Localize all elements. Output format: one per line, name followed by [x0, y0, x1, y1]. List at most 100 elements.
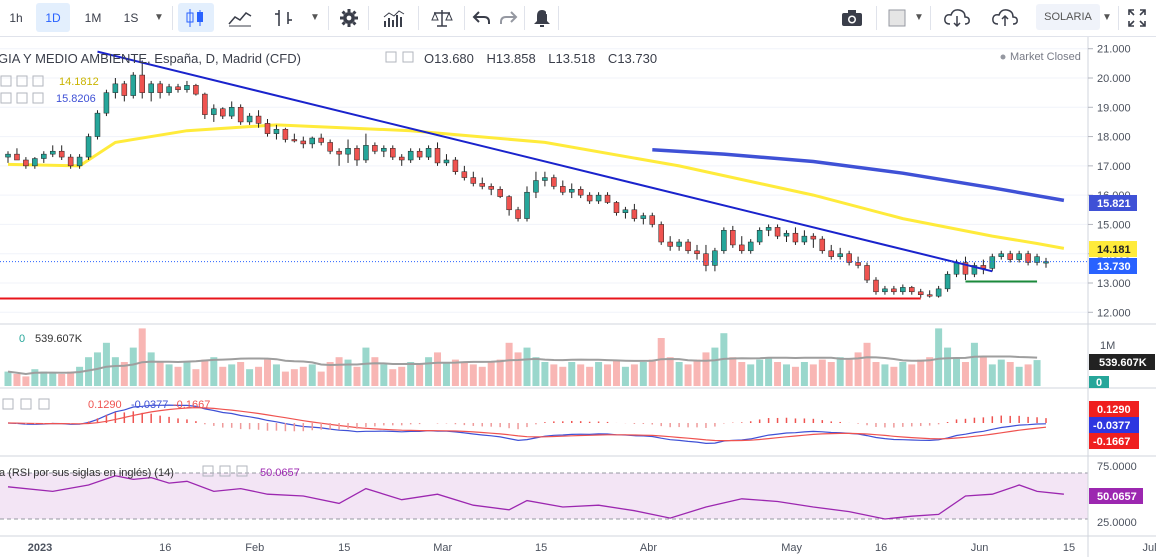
volume-bar — [559, 366, 567, 386]
interval-1h-button[interactable]: 1h — [9, 10, 23, 25]
volume-bar — [836, 357, 844, 386]
ma-slow-price-tag — [1089, 195, 1137, 211]
ma-slow-legend-buttons[interactable] — [0, 92, 44, 104]
camera-icon[interactable] — [832, 3, 872, 32]
volume-bar — [854, 352, 862, 386]
volume-zero-legend: 0 — [19, 333, 25, 345]
compare-scale-icon[interactable] — [424, 3, 460, 32]
volume-bar — [970, 342, 978, 386]
legend-open: 13.680 — [434, 51, 474, 66]
volume-last-tag — [1089, 354, 1155, 370]
legend-buttons[interactable] — [385, 51, 414, 63]
candle-body — [613, 202, 620, 213]
interval-1s-button[interactable]: 1S — [123, 10, 139, 25]
price-tick-label: 12.000 — [1097, 307, 1131, 319]
candle-body — [810, 235, 817, 240]
settings-gear-icon[interactable] — [334, 3, 364, 32]
volume-bar — [675, 362, 683, 386]
legend-eye-icon[interactable] — [385, 51, 397, 63]
time-axis-label: 15 — [535, 542, 547, 554]
candle-body — [309, 137, 315, 145]
candles-icon[interactable] — [178, 3, 214, 32]
candle-body — [461, 171, 468, 178]
candle-body — [175, 86, 181, 90]
candle-body — [694, 250, 700, 254]
volume-bar — [684, 364, 692, 386]
rsi-pane — [7, 475, 1064, 520]
volume-bar — [434, 352, 442, 386]
chart-area[interactable]: GIA Y MEDIO AMBIENTE, España, D, Madrid … — [0, 37, 1156, 557]
candle-body — [103, 92, 110, 114]
volume-bar — [219, 366, 227, 386]
volume-bar — [890, 366, 898, 386]
volume-bar — [988, 364, 996, 386]
rsi-axis-tick-75: 75.0000 — [1097, 461, 1137, 473]
symbol-dropdown-caret-icon[interactable]: ▼ — [1102, 12, 1112, 23]
candle-body — [864, 265, 870, 281]
volume-bar — [917, 359, 925, 386]
price-tick-label: 20.000 — [1097, 73, 1131, 85]
macd-legend-buttons[interactable] — [2, 398, 50, 410]
time-axis[interactable]: 2023 16 Feb 15 Mar 15 Abr May 16 Jun 15 Jul — [28, 542, 1156, 554]
candle-body — [237, 107, 244, 123]
volume-bar — [800, 362, 808, 386]
rsi-band — [0, 473, 1088, 519]
candle-body — [49, 150, 56, 155]
volume-bar — [693, 359, 701, 386]
volume-bar — [666, 357, 674, 386]
volume-bar — [210, 357, 218, 386]
chart-type-dropdown-caret-icon[interactable]: ▼ — [310, 12, 320, 23]
color-square-icon[interactable] — [882, 3, 912, 32]
volume-bar — [192, 369, 200, 386]
macd-legend-signal: -0.0377 — [131, 399, 168, 411]
interval-dropdown-caret-icon[interactable]: ▼ — [154, 12, 164, 23]
svg-text:0.1290: 0.1290 — [1097, 404, 1131, 416]
volume-bar — [997, 359, 1005, 386]
candle-body — [568, 189, 575, 193]
candle-body — [14, 153, 20, 161]
volume-icon[interactable] — [376, 3, 412, 32]
volume-bar — [1033, 360, 1041, 386]
cloud-download-icon[interactable] — [936, 3, 978, 32]
candle-body — [381, 148, 387, 152]
bars-icon[interactable] — [266, 3, 302, 32]
color-dropdown-caret-icon[interactable]: ▼ — [914, 12, 924, 23]
candle-body — [586, 194, 593, 202]
symbol-button[interactable]: SOLARIA — [1036, 4, 1100, 30]
rsi-legend-buttons[interactable] — [202, 465, 248, 477]
price-axis[interactable]: 21.00020.00019.00018.00017.00016.00015.0… — [1088, 44, 1131, 320]
cloud-upload-icon[interactable] — [984, 3, 1026, 32]
fullscreen-icon[interactable] — [1124, 3, 1150, 32]
volume-bar — [129, 347, 137, 386]
price-tick-label: 17.000 — [1097, 161, 1131, 173]
volume-bar — [487, 362, 495, 386]
candle-body — [900, 287, 906, 293]
volume-bar — [899, 362, 907, 386]
candle-body — [282, 129, 289, 140]
undo-icon[interactable] — [468, 3, 494, 32]
alert-icon[interactable] — [528, 3, 556, 32]
volume-bar — [281, 371, 289, 386]
volume-bar — [1024, 364, 1032, 386]
area-chart-icon[interactable] — [222, 3, 258, 32]
volume-bar — [961, 362, 969, 386]
redo-icon[interactable] — [496, 3, 522, 32]
volume-bar — [4, 371, 12, 386]
ma-fast-legend-buttons[interactable] — [0, 75, 44, 87]
volume-bar — [460, 362, 468, 386]
candle-body — [121, 83, 128, 96]
macd-axis-tag — [1089, 401, 1139, 417]
candle-body — [300, 140, 307, 145]
candle-body — [67, 156, 74, 167]
hist-axis-tag — [1089, 433, 1139, 449]
interval-1d-button[interactable]: 1D — [36, 3, 70, 32]
volume-bar — [165, 364, 173, 386]
candle-body — [685, 241, 691, 252]
interval-1m-button[interactable]: 1M — [84, 10, 102, 25]
rsi-line — [7, 475, 1064, 520]
legend-settings-icon[interactable] — [402, 51, 414, 63]
candle-body — [76, 156, 83, 167]
volume-bar — [1015, 366, 1023, 386]
candle-body — [1025, 253, 1031, 263]
volume-bar — [156, 362, 164, 386]
